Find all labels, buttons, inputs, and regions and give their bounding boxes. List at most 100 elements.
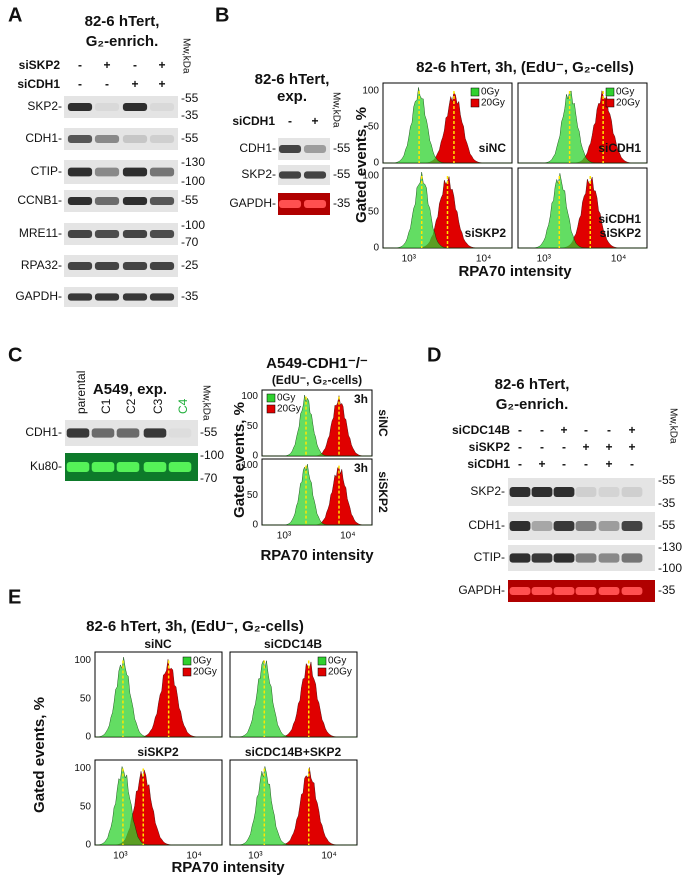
blot-band [553,553,575,563]
histogram-0gy [262,464,372,526]
lane-label: parental [74,371,88,414]
legend-swatch [266,404,276,414]
blot-band [621,486,643,498]
sample-label: siCDC14B+SKP2 [245,745,342,759]
mw-marker: -55 [658,518,676,532]
blot-band [598,486,620,498]
panel-title: 82-6 hTert, [255,71,330,88]
legend-label: 0Gy [277,393,295,404]
blot-band [149,135,175,143]
legend-label: 20Gy [481,98,505,109]
mw-marker: -25 [181,258,199,272]
blot-band [598,553,620,563]
x-axis-label: RPA70 intensity [171,859,285,876]
blot-band [509,486,531,498]
blot-band [575,553,597,563]
histogram-0gy [383,87,512,164]
condition-sign: - [562,440,566,454]
condition-sign: - [540,440,544,454]
mw-marker: -55 [333,167,351,181]
flow-title: A549-CDH1⁻/⁻ [266,355,368,372]
sample-label: siCDH1 [598,141,641,155]
y-tick-label: 0 [373,158,379,169]
lane-label: C3 [151,398,165,414]
histogram-0gy [518,90,647,164]
x-tick-label: 10⁴ [186,851,201,862]
legend-swatch [470,98,480,108]
y-tick-label: 0 [252,520,258,531]
blot-band [122,293,148,301]
sample-label: siSKP2 [137,745,179,759]
blot-band [278,171,302,179]
blot-band [553,520,575,532]
y-tick-label: 100 [74,655,91,666]
condition-sign: + [605,440,612,454]
condition-label: siCDH1 [232,114,275,128]
blot-band [94,135,120,143]
condition-sign: - [288,114,292,128]
legend-swatch [470,87,480,97]
panel-letter: D [427,344,441,366]
y-tick-label: 0 [85,732,91,743]
mw-marker: -100 [181,174,205,188]
histogram-0gy [230,659,357,738]
blot-band [278,200,302,208]
condition-sign: - [105,77,109,91]
x-tick-label: 10⁴ [340,531,355,542]
y-tick-label: 50 [80,693,92,704]
legend-label: 0Gy [616,87,634,98]
blot-band [67,103,93,111]
condition-label: siCDH1 [467,457,510,471]
legend-swatch [182,656,192,666]
plot-area [229,759,358,846]
condition-sign: - [562,457,566,471]
blot-band [91,461,115,473]
condition-sign: + [628,440,635,454]
condition-sign: - [584,423,588,437]
histogram-0gy [262,394,372,457]
y-tick-label: 50 [247,490,259,501]
legend-label: 0Gy [481,87,499,98]
mw-header: Mw,kDa [200,385,211,421]
flow-title: 82-6 hTert, 3h, (EdU⁻, G₂-cells) [416,59,634,76]
blot-band [598,587,620,595]
histogram-0gy [383,171,512,249]
condition-sign: - [78,77,82,91]
blot-band [553,587,575,595]
y-tick-label: 50 [368,207,380,218]
x-tick-label: 10³ [113,851,128,862]
y-tick-label: 100 [362,86,379,97]
y-tick-label: 50 [368,122,380,133]
blot-band [116,428,140,438]
mw-marker: -55 [181,131,199,145]
blot-band [94,262,120,270]
blot-band [509,587,531,595]
legend-swatch [317,656,327,666]
blot-band [553,486,575,498]
mw-marker: -55 [181,91,199,105]
mw-marker: -100 [181,218,205,232]
blot-band [67,167,93,177]
blot-label: GAPDH- [458,583,505,597]
blot-band [168,461,192,473]
blot-label: CDH1- [25,425,62,439]
blot-background [64,96,178,118]
condition-sign: + [158,58,165,72]
blot-band [621,520,643,532]
condition-sign: - [78,58,82,72]
blot-band [122,167,148,177]
y-tick-label: 50 [80,801,92,812]
blot-label: CTIP- [474,550,505,564]
blot-band [67,230,93,238]
condition-sign: - [133,58,137,72]
blot-band [509,520,531,532]
sample-label: siCDH1 [598,212,641,226]
blot-label: CDH1- [239,141,276,155]
x-tick-label: 10⁴ [611,254,626,265]
panel-title: 82-6 hTert, [495,376,570,393]
condition-sign: + [582,440,589,454]
lane-label: C2 [124,398,138,414]
lane-label: C4 [176,398,190,414]
y-tick-label: 50 [247,421,259,432]
